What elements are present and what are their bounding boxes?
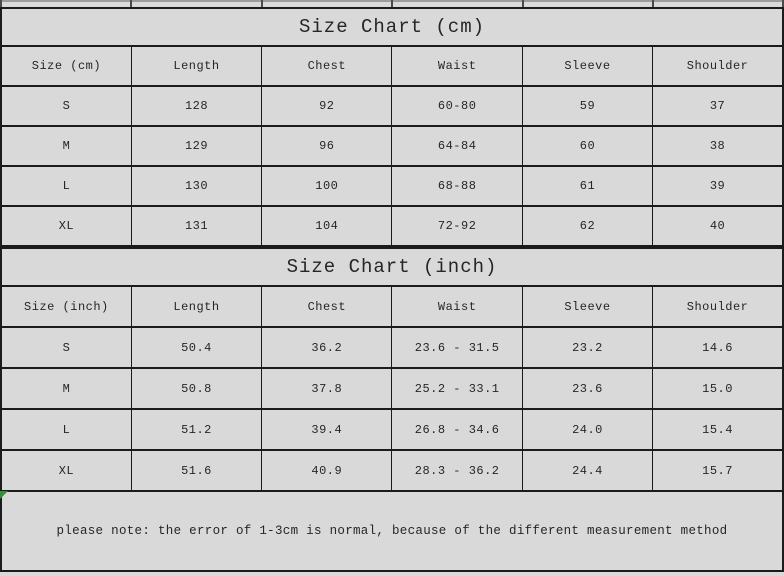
table-row-xl: XL 131 104 72-92 62 40: [0, 205, 784, 247]
size-cell: XL: [0, 449, 132, 492]
length-cell: 50.8: [130, 367, 263, 410]
chest-cell: 37.8: [261, 367, 393, 410]
sleeve-cell: 61: [521, 165, 654, 207]
column-tick-artifact: [261, 0, 263, 7]
size-chart-sheet: Size Chart (cm) Size (cm) Length Chest W…: [0, 7, 784, 572]
shoulder-cell: 15.0: [652, 367, 784, 410]
table-title-row: Size Chart (inch): [0, 247, 784, 287]
length-cell: 51.2: [130, 408, 263, 451]
length-cell: 128: [130, 85, 263, 127]
table-row-s: S 128 92 60-80 59 37: [0, 85, 784, 127]
chest-cell: 96: [261, 125, 393, 167]
length-cell: 50.4: [130, 326, 263, 369]
size-cell: L: [0, 408, 132, 451]
column-header-waist: Waist: [391, 45, 523, 87]
shoulder-cell: 14.6: [652, 326, 784, 369]
header-row: Size (inch) Length Chest Waist Sleeve Sh…: [0, 285, 784, 328]
column-header-length: Length: [130, 285, 263, 328]
column-header-size-inch: Size (inch): [0, 285, 132, 328]
waist-cell: 25.2 - 33.1: [391, 367, 523, 410]
size-cell: M: [0, 125, 132, 167]
size-cell: S: [0, 326, 132, 369]
size-chart-inch-table: Size Chart (inch) Size (inch) Length Che…: [0, 247, 784, 492]
measurement-note: please note: the error of 1-3cm is norma…: [0, 492, 784, 572]
column-tick-artifact: [782, 0, 784, 7]
table-row-l: L 130 100 68-88 61 39: [0, 165, 784, 207]
column-tick-artifact: [522, 0, 524, 7]
length-cell: 51.6: [130, 449, 263, 492]
waist-cell: 60-80: [391, 85, 523, 127]
chest-cell: 39.4: [261, 408, 393, 451]
size-chart-cm-title: Size Chart (cm): [0, 7, 784, 47]
table-row-m: M 50.8 37.8 25.2 - 33.1 23.6 15.0: [0, 367, 784, 410]
column-header-waist: Waist: [391, 285, 523, 328]
column-tick-artifact: [652, 0, 654, 7]
chest-cell: 92: [261, 85, 393, 127]
column-header-chest: Chest: [261, 45, 393, 87]
chest-cell: 36.2: [261, 326, 393, 369]
column-header-shoulder: Shoulder: [652, 45, 784, 87]
chest-cell: 40.9: [261, 449, 393, 492]
column-header-shoulder: Shoulder: [652, 285, 784, 328]
shoulder-cell: 38: [652, 125, 784, 167]
shoulder-cell: 15.4: [652, 408, 784, 451]
column-tick-artifact: [0, 0, 2, 7]
column-header-size-cm: Size (cm): [0, 45, 132, 87]
length-cell: 131: [130, 205, 263, 247]
waist-cell: 23.6 - 31.5: [391, 326, 523, 369]
green-triangle-artifact: [0, 491, 8, 499]
column-tick-artifact: [130, 0, 132, 7]
column-header-length: Length: [130, 45, 263, 87]
waist-cell: 26.8 - 34.6: [391, 408, 523, 451]
length-cell: 130: [130, 165, 263, 207]
table-row-l: L 51.2 39.4 26.8 - 34.6 24.0 15.4: [0, 408, 784, 451]
length-cell: 129: [130, 125, 263, 167]
size-cell: XL: [0, 205, 132, 247]
sleeve-cell: 60: [521, 125, 654, 167]
measurement-note-text: please note: the error of 1-3cm is norma…: [56, 524, 728, 538]
waist-cell: 72-92: [391, 205, 523, 247]
table-row-s: S 50.4 36.2 23.6 - 31.5 23.2 14.6: [0, 326, 784, 369]
waist-cell: 64-84: [391, 125, 523, 167]
header-row: Size (cm) Length Chest Waist Sleeve Shou…: [0, 45, 784, 87]
size-chart-inch-title: Size Chart (inch): [0, 247, 784, 287]
sleeve-cell: 59: [521, 85, 654, 127]
chest-cell: 100: [261, 165, 393, 207]
sleeve-cell: 24.0: [521, 408, 654, 451]
sleeve-cell: 24.4: [521, 449, 654, 492]
column-tick-artifact: [391, 0, 393, 7]
shoulder-cell: 15.7: [652, 449, 784, 492]
column-header-sleeve: Sleeve: [521, 45, 654, 87]
shoulder-cell: 37: [652, 85, 784, 127]
size-chart-cm-table: Size Chart (cm) Size (cm) Length Chest W…: [0, 7, 784, 247]
size-cell: L: [0, 165, 132, 207]
column-header-chest: Chest: [261, 285, 393, 328]
sleeve-cell: 23.6: [521, 367, 654, 410]
shoulder-cell: 39: [652, 165, 784, 207]
table-title-row: Size Chart (cm): [0, 7, 784, 47]
size-cell: S: [0, 85, 132, 127]
waist-cell: 28.3 - 36.2: [391, 449, 523, 492]
sleeve-cell: 62: [521, 205, 654, 247]
table-row-m: M 129 96 64-84 60 38: [0, 125, 784, 167]
chest-cell: 104: [261, 205, 393, 247]
table-row-xl: XL 51.6 40.9 28.3 - 36.2 24.4 15.7: [0, 449, 784, 492]
waist-cell: 68-88: [391, 165, 523, 207]
shoulder-cell: 40: [652, 205, 784, 247]
size-cell: M: [0, 367, 132, 410]
sleeve-cell: 23.2: [521, 326, 654, 369]
column-header-sleeve: Sleeve: [521, 285, 654, 328]
